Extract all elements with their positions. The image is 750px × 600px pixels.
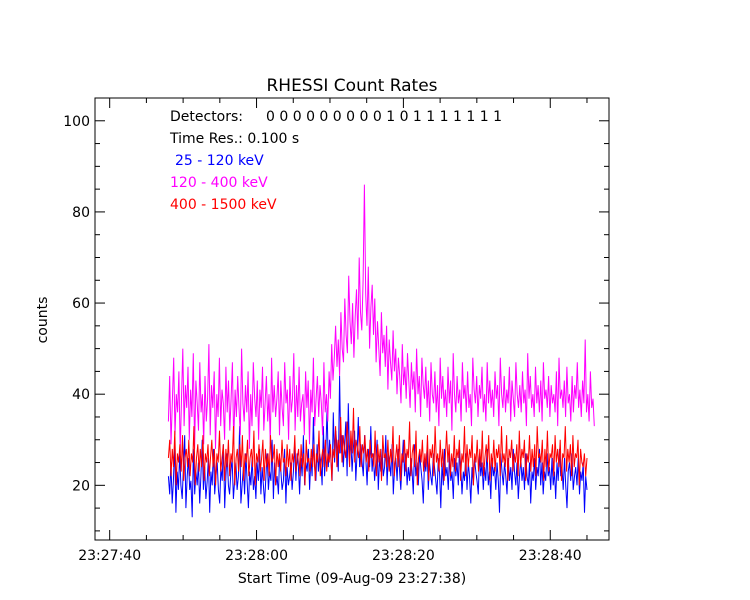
x-tick-label: 23:28:00 xyxy=(225,548,288,564)
y-tick-label: 80 xyxy=(72,205,90,221)
x-tick-label: 23:28:20 xyxy=(372,548,435,564)
legend-entry-1: 25 - 120 keV xyxy=(175,153,264,169)
y-axis-label: counts xyxy=(35,297,51,344)
detectors-values: 0 0 0 0 0 0 0 0 0 1 0 1 1 1 1 1 1 1 xyxy=(266,109,502,125)
chart-title: RHESSI Count Rates xyxy=(266,76,437,96)
legend-entry-3: 400 - 1500 keV xyxy=(170,197,277,213)
x-axis-label: Start Time (09-Aug-09 23:27:38) xyxy=(238,571,466,587)
detectors-label: Detectors: xyxy=(170,109,243,125)
legend: 25 - 120 keV 120 - 400 keV 400 - 1500 keV xyxy=(170,153,277,213)
y-tick-label: 20 xyxy=(72,478,90,494)
series-line-2 xyxy=(167,184,595,454)
series-line-3 xyxy=(167,407,588,486)
time-resolution: Time Res.: 0.100 s xyxy=(169,131,299,147)
axes: 20 40 60 80 100 23:27:40 23:28:00 23:28:20 23:28… xyxy=(63,97,610,564)
x-tick-label: 23:28:40 xyxy=(519,548,582,564)
y-tick-label: 60 xyxy=(72,296,90,312)
y-tick-label: 100 xyxy=(63,114,90,130)
y-tick-label: 40 xyxy=(72,387,90,403)
plot-series-group xyxy=(167,184,595,518)
x-tick-label: 23:27:40 xyxy=(78,548,141,564)
series-line-1 xyxy=(167,375,588,518)
plot-frame xyxy=(94,97,610,541)
legend-entry-2: 120 - 400 keV xyxy=(170,175,268,191)
